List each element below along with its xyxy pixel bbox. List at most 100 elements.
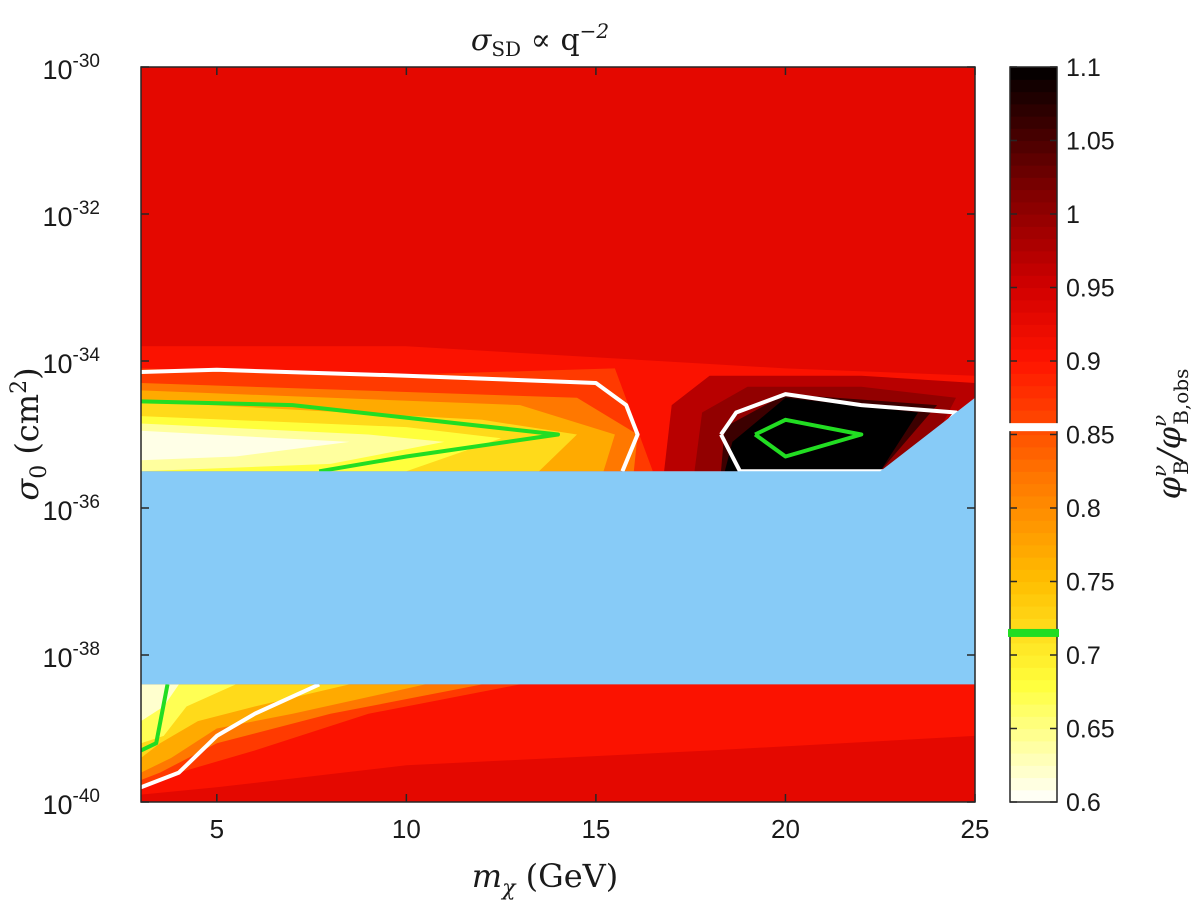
colorbar-cell: [1010, 67, 1057, 80]
colorbar-cell: [1010, 336, 1057, 350]
colorbar-cell: [1010, 165, 1057, 178]
plot-area: [141, 67, 975, 802]
x-tick-label: 10: [392, 814, 421, 844]
x-axis-label: mχ (GeV): [472, 857, 618, 900]
colorbar-cell: [1010, 691, 1057, 705]
colorbar-cell: [1010, 593, 1057, 607]
colorbar-cell: [1010, 287, 1057, 301]
colorbar-tick-label: 1.05: [1066, 128, 1115, 156]
colorbar-cell: [1010, 728, 1057, 742]
colorbar-markers: [1008, 423, 1059, 637]
green-contour-left-upper: [141, 399, 560, 474]
white-contour-left-lower: [141, 682, 321, 790]
y-tick-label: 10-36: [42, 492, 100, 526]
colorbar-cell: [1010, 704, 1057, 717]
colorbar-cell: [1010, 79, 1057, 93]
colorbar-cell: [1010, 226, 1057, 240]
colorbar-tick-label: 0.7: [1066, 642, 1101, 670]
colorbar-cell: [1010, 606, 1057, 619]
colorbar-cell: [1010, 618, 1057, 632]
colorbar-cell: [1010, 116, 1057, 129]
colorbar-cell: [1010, 263, 1057, 276]
colorbar-cell: [1010, 373, 1057, 387]
plot-frame: [140, 66, 976, 803]
colorbar-cell: [1010, 91, 1057, 105]
colorbar-cell: [1010, 495, 1057, 509]
y-tick-label: 10-38: [42, 639, 100, 673]
colorbar-cell: [1010, 520, 1057, 534]
colorbar-cell: [1010, 544, 1057, 558]
colorbar-cell: [1010, 557, 1057, 570]
contour-band-18: [141, 684, 179, 722]
colorbar-cell: [1010, 716, 1057, 730]
white-contour-left-upper: [141, 367, 640, 473]
colorbar-cell: [1010, 655, 1057, 668]
y-axis-ticks: 10-30 10-32 10-34 10-36 10-38 10-40: [42, 51, 975, 820]
chart-title: σSD ∝ q−2: [471, 19, 609, 61]
y-axis-label: σ0 (cm2): [7, 367, 52, 500]
colorbar-cell: [1010, 765, 1057, 779]
colorbar-cell: [1010, 434, 1057, 448]
colorbar-cell: [1010, 250, 1057, 264]
contour-band-7: [141, 430, 350, 461]
colorbar-cell: [1010, 532, 1057, 546]
colorbar-cell: [1010, 103, 1057, 117]
colorbar-tick-label: 1: [1066, 201, 1080, 229]
y-tick-label: 10-40: [42, 786, 100, 820]
colorbar-cell: [1010, 238, 1057, 252]
y-tick-label: 10-32: [42, 198, 100, 232]
colorbar-gradient: [1010, 67, 1057, 803]
colorbar-tick-label: 0.8: [1066, 495, 1101, 523]
colorbar-cell: [1010, 508, 1057, 521]
x-tick-label: 15: [581, 814, 610, 844]
y-tick-label: 10-34: [42, 345, 100, 379]
colorbar-ticks: 0.6 0.65 0.7 0.75 0.8 0.85 0.9 0.95 1 1.05 1.1: [1010, 54, 1115, 817]
colorbar-tick-label: 0.95: [1066, 275, 1115, 303]
colorbar-cell: [1010, 753, 1057, 766]
excluded-region: [141, 397, 975, 685]
colorbar-tick-label: 0.65: [1066, 716, 1115, 744]
colorbar: 0.6 0.65 0.7 0.75 0.8 0.85 0.9 0.95 1 1.05 1.1 φνB…: [1008, 54, 1193, 817]
colorbar-cell: [1010, 483, 1057, 497]
colorbar-marker: [1008, 423, 1059, 432]
colorbar-cell: [1010, 201, 1057, 215]
colorbar-cell: [1010, 275, 1057, 289]
colorbar-cell: [1010, 214, 1057, 227]
colorbar-tick-label: 0.85: [1066, 422, 1115, 450]
colorbar-cell: [1010, 581, 1057, 595]
colorbar-cell: [1010, 410, 1057, 423]
colorbar-cell: [1010, 324, 1057, 338]
colorbar-tick-label: 0.75: [1066, 569, 1115, 597]
colorbar-cell: [1010, 177, 1057, 191]
colorbar-tick-label: 0.9: [1066, 348, 1101, 376]
x-axis-ticks: 5 10 15 20 25: [210, 67, 989, 844]
colorbar-cell: [1010, 299, 1057, 313]
colorbar-cell: [1010, 471, 1057, 485]
colorbar-cell: [1010, 679, 1057, 693]
colorbar-tick-label: 0.6: [1066, 789, 1101, 817]
colorbar-cell: [1010, 189, 1057, 203]
colorbar-cell: [1010, 152, 1057, 166]
colorbar-cell: [1010, 361, 1057, 374]
colorbar-cell: [1010, 642, 1057, 656]
x-tick-label: 20: [771, 814, 800, 844]
colorbar-marker: [1008, 628, 1059, 637]
green-contour-left-lower: [141, 684, 170, 753]
colorbar-cell: [1010, 777, 1057, 791]
colorbar-cell: [1010, 140, 1057, 154]
colorbar-cell: [1010, 569, 1057, 583]
colorbar-tick-label: 1.1: [1066, 54, 1101, 82]
colorbar-cell: [1010, 312, 1057, 325]
green-contour-right: [753, 417, 864, 459]
colorbar-cell: [1010, 385, 1057, 399]
colorbar-cell: [1010, 667, 1057, 681]
colorbar-cell: [1010, 740, 1057, 754]
colorbar-cell: [1010, 459, 1057, 472]
colorbar-cell: [1010, 128, 1057, 142]
colorbar-cell: [1010, 397, 1057, 411]
colorbar-cell: [1010, 789, 1057, 803]
x-tick-label: 5: [210, 814, 224, 844]
y-tick-label: 10-30: [42, 51, 100, 85]
contour-lines: [141, 367, 958, 790]
